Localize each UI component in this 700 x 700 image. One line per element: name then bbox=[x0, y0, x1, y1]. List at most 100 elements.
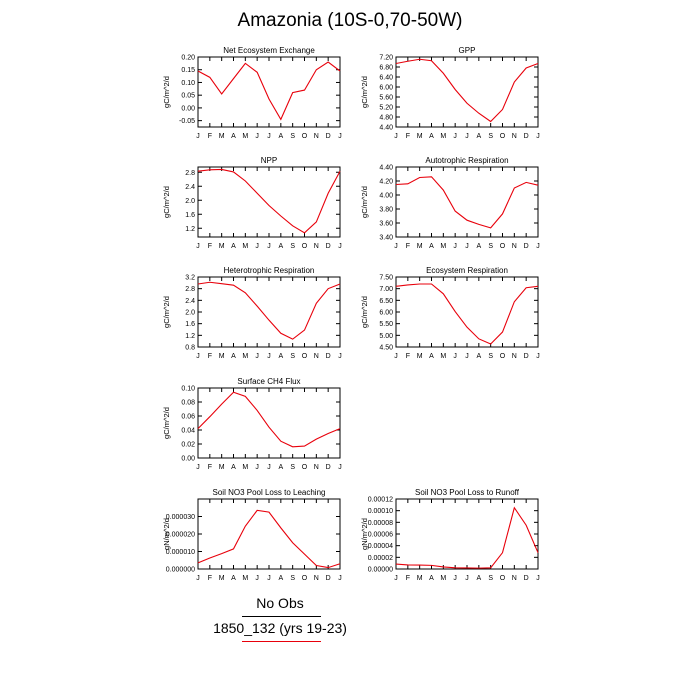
legend-series-label: 1850_132 (yrs 19-23) bbox=[213, 620, 347, 636]
y-tick-label: 0.10 bbox=[181, 386, 195, 393]
chart-title: Soil NO3 Pool Loss to Runoff bbox=[415, 488, 520, 497]
y-axis-label: gC/m^2/d bbox=[162, 296, 171, 328]
x-tick-label: J bbox=[196, 243, 200, 250]
x-tick-label: N bbox=[314, 575, 319, 582]
x-tick-label: F bbox=[406, 243, 410, 250]
page-title: Amazonia (10S-0,70-50W) bbox=[237, 10, 463, 31]
x-tick-label: O bbox=[500, 243, 506, 250]
x-tick-label: A bbox=[476, 353, 481, 360]
x-tick-label: A bbox=[429, 353, 434, 360]
x-tick-label: N bbox=[314, 464, 319, 471]
y-axis-label: gN/m^2/d bbox=[360, 518, 369, 550]
x-tick-label: M bbox=[242, 353, 248, 360]
x-tick-label: M bbox=[440, 353, 446, 360]
x-tick-label: J bbox=[267, 575, 271, 582]
x-tick-label: M bbox=[440, 243, 446, 250]
y-tick-label: 0.05 bbox=[181, 93, 195, 100]
y-tick-label: 7.20 bbox=[379, 55, 393, 62]
x-tick-label: D bbox=[326, 243, 331, 250]
y-tick-label: 6.40 bbox=[379, 75, 393, 82]
y-tick-label: 4.20 bbox=[379, 179, 393, 186]
y-tick-label: 6.00 bbox=[379, 310, 393, 317]
y-tick-label: 0.10 bbox=[181, 80, 195, 87]
y-tick-label: 0.00012 bbox=[368, 497, 393, 504]
x-tick-label: J bbox=[338, 575, 342, 582]
y-tick-label: 4.50 bbox=[379, 345, 393, 352]
y-tick-label: 0.04 bbox=[181, 428, 195, 435]
y-tick-label: 0.02 bbox=[181, 442, 195, 449]
x-tick-label: J bbox=[453, 575, 457, 582]
x-tick-label: S bbox=[488, 243, 493, 250]
y-tick-label: 2.8 bbox=[185, 286, 195, 293]
x-tick-label: M bbox=[417, 133, 423, 140]
x-tick-label: J bbox=[338, 243, 342, 250]
plot-frame bbox=[395, 498, 539, 570]
x-tick-label: A bbox=[429, 243, 434, 250]
panel-5: Heterotrophic Respiration gC/m^2/d 0.8 1.2 1… bbox=[162, 266, 342, 360]
y-tick-label: 0.20 bbox=[181, 55, 195, 62]
chart-title: GPP bbox=[459, 46, 476, 55]
y-tick-label: 1.6 bbox=[185, 212, 195, 219]
y-tick-label: 3.2 bbox=[185, 275, 195, 282]
x-tick-label: D bbox=[524, 243, 529, 250]
series-line bbox=[395, 506, 539, 569]
x-tick-label: J bbox=[536, 133, 540, 140]
x-tick-label: A bbox=[278, 133, 283, 140]
x-tick-label: F bbox=[208, 133, 212, 140]
y-tick-label: 4.40 bbox=[379, 165, 393, 172]
x-tick-label: A bbox=[231, 464, 236, 471]
y-tick-label: 5.60 bbox=[379, 95, 393, 102]
y-tick-label: 2.4 bbox=[185, 298, 195, 305]
y-axis-label: gC/m^2/d bbox=[360, 296, 369, 328]
y-tick-label: 2.0 bbox=[185, 310, 195, 317]
y-tick-label: 3.80 bbox=[379, 207, 393, 214]
plot-frame bbox=[395, 56, 539, 128]
x-tick-label: D bbox=[326, 575, 331, 582]
series-line bbox=[395, 283, 539, 345]
x-tick-label: M bbox=[219, 133, 225, 140]
x-tick-label: J bbox=[338, 133, 342, 140]
plot-frame bbox=[197, 56, 341, 128]
y-axis-label: gC/m^2/d bbox=[360, 76, 369, 108]
y-tick-label: 3.60 bbox=[379, 221, 393, 228]
x-tick-label: S bbox=[290, 464, 295, 471]
y-tick-label: 0.000010 bbox=[166, 549, 195, 556]
x-tick-label: M bbox=[417, 575, 423, 582]
x-tick-label: J bbox=[267, 133, 271, 140]
y-axis-label: gC/m^2/d bbox=[162, 76, 171, 108]
y-tick-label: 0.00000 bbox=[368, 567, 393, 574]
x-tick-label: A bbox=[476, 575, 481, 582]
series-line bbox=[197, 61, 341, 121]
x-tick-label: F bbox=[208, 353, 212, 360]
x-tick-label: A bbox=[476, 133, 481, 140]
legend-divider-line bbox=[242, 616, 321, 617]
plot-frame bbox=[197, 276, 341, 348]
y-tick-label: 4.40 bbox=[379, 125, 393, 132]
y-tick-label: 5.20 bbox=[379, 105, 393, 112]
x-tick-label: D bbox=[326, 353, 331, 360]
series-line bbox=[395, 58, 539, 123]
x-tick-label: M bbox=[219, 464, 225, 471]
x-tick-label: J bbox=[394, 353, 398, 360]
x-tick-label: S bbox=[290, 243, 295, 250]
x-tick-label: A bbox=[476, 243, 481, 250]
x-tick-label: O bbox=[500, 133, 506, 140]
series-line bbox=[197, 281, 341, 340]
x-tick-label: M bbox=[242, 464, 248, 471]
x-tick-label: N bbox=[512, 133, 517, 140]
x-tick-label: N bbox=[314, 353, 319, 360]
y-tick-label: 0.00 bbox=[181, 105, 195, 112]
chart-title: NPP bbox=[261, 156, 277, 165]
y-tick-label: 0.06 bbox=[181, 414, 195, 421]
panel-4: Autotrophic Respiration gC/m^2/d 3.40 3.60 3… bbox=[360, 156, 540, 250]
y-tick-label: 0.00004 bbox=[368, 543, 393, 550]
x-tick-label: A bbox=[231, 353, 236, 360]
x-tick-label: J bbox=[338, 464, 342, 471]
x-tick-label: J bbox=[465, 575, 469, 582]
y-tick-label: 0.00 bbox=[181, 456, 195, 463]
x-tick-label: J bbox=[255, 575, 259, 582]
x-tick-label: J bbox=[536, 575, 540, 582]
x-tick-label: M bbox=[219, 353, 225, 360]
x-tick-label: O bbox=[302, 464, 308, 471]
